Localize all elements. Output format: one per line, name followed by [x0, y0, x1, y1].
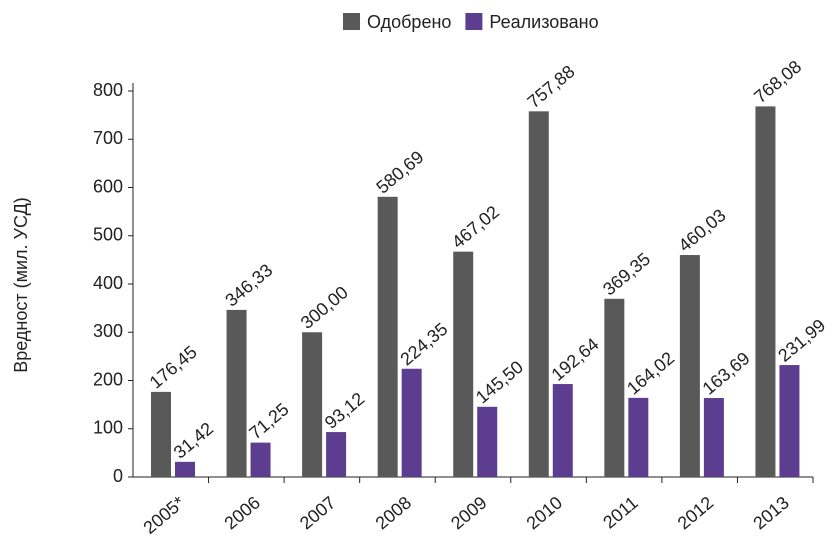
bar [377, 196, 398, 477]
bar [401, 368, 422, 477]
value-label: 300,00 [297, 282, 352, 333]
value-label: 460,03 [675, 205, 730, 256]
value-label: 369,35 [599, 249, 654, 300]
bar [703, 398, 724, 477]
bar [755, 106, 776, 477]
bar [552, 384, 573, 477]
bar [226, 309, 247, 477]
value-label: 145,50 [472, 357, 527, 408]
bar [326, 432, 347, 477]
legend-swatch [343, 13, 360, 30]
value-label: 580,69 [372, 147, 427, 198]
value-label: 163,69 [699, 348, 754, 399]
legend-swatch [465, 13, 483, 30]
x-tick-label: 2011 [599, 492, 642, 532]
x-tick-label: 2006 [220, 492, 264, 533]
y-tick-label: 500 [93, 225, 123, 245]
bar [302, 332, 323, 477]
x-tick-label: 2008 [372, 492, 416, 533]
bar [151, 391, 171, 477]
bar [679, 255, 700, 477]
y-tick-label: 400 [93, 273, 123, 293]
bar [628, 397, 649, 477]
value-label: 224,35 [396, 319, 451, 370]
bar [528, 111, 549, 477]
bar [604, 298, 625, 477]
value-label: 192,64 [548, 334, 603, 385]
bar [175, 461, 195, 477]
y-tick-label: 100 [93, 418, 123, 438]
legend-label: Одобрено [367, 12, 451, 32]
value-label: 176,45 [146, 342, 201, 393]
bar [453, 251, 474, 477]
x-tick-label: 2005* [139, 492, 188, 538]
x-tick-label: 2007 [296, 492, 340, 533]
bar [779, 365, 800, 477]
x-tick-label: 2013 [749, 492, 793, 533]
value-label: 31,42 [170, 418, 217, 462]
x-tick-label: 2009 [447, 492, 491, 533]
value-label: 757,88 [524, 61, 579, 112]
value-label: 164,02 [623, 348, 678, 399]
value-label: 768,08 [750, 56, 805, 107]
value-label: 93,12 [321, 388, 368, 432]
value-label: 346,33 [221, 260, 276, 311]
y-tick-label: 700 [93, 128, 123, 148]
y-tick-label: 0 [113, 466, 123, 486]
bar [250, 442, 271, 477]
y-tick-label: 300 [93, 321, 123, 341]
x-tick-label: 2010 [523, 492, 567, 533]
y-tick-label: 800 [93, 80, 123, 100]
legend-label: Реализовано [489, 12, 598, 32]
y-tick-label: 600 [93, 176, 123, 196]
value-label: 231,99 [774, 315, 825, 366]
y-tick-label: 200 [93, 369, 123, 389]
x-tick-label: 2012 [674, 492, 718, 533]
bar [477, 406, 498, 477]
y-axis-label: Вредност (мил. УСД) [11, 197, 31, 372]
value-label: 71,25 [245, 399, 292, 443]
value-label: 467,02 [448, 202, 503, 253]
